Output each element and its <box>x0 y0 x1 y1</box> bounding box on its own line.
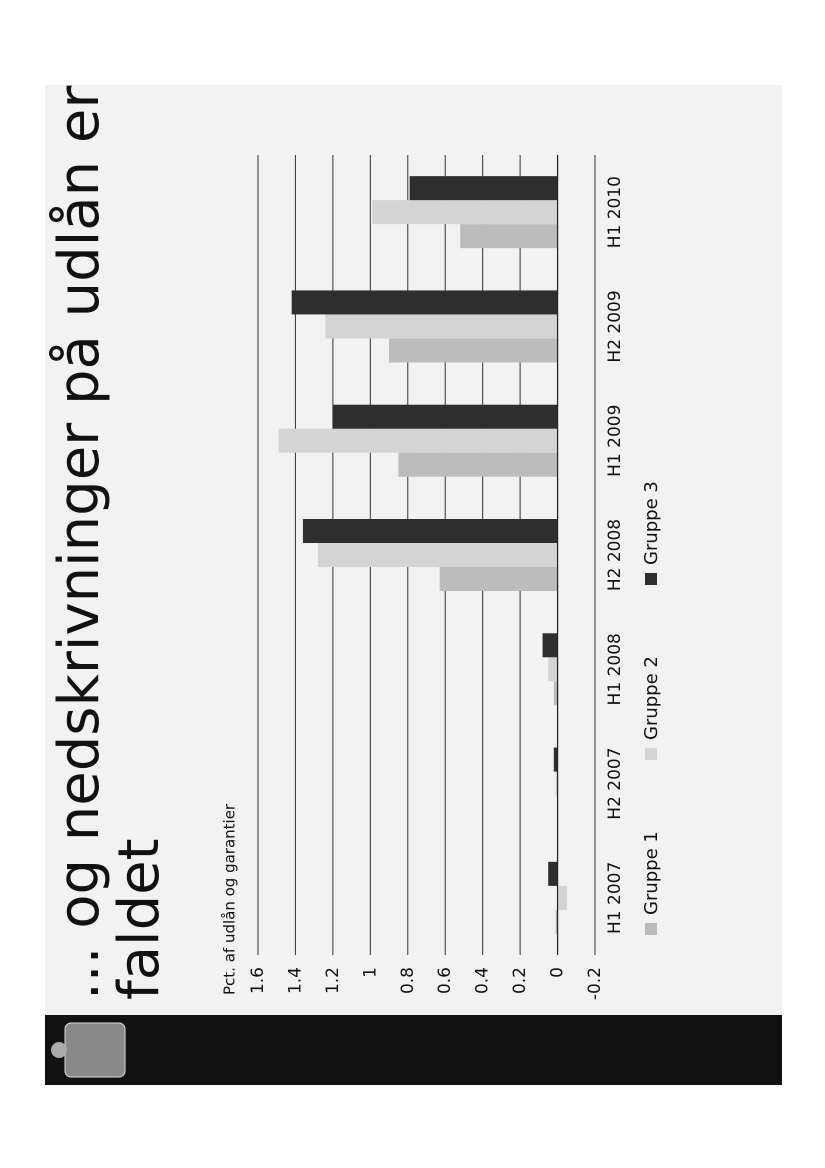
x-tick-label: H2 2009 <box>605 290 625 362</box>
logo-crown <box>51 1042 67 1058</box>
bar <box>439 567 558 591</box>
y-tick-label: 0.8 <box>398 967 418 994</box>
title-line-1: ... og nedskrivninger på udlån er <box>47 85 112 1000</box>
bar <box>302 519 558 543</box>
logo <box>51 1022 126 1078</box>
x-tick-label: H1 2009 <box>605 405 625 477</box>
bar <box>553 681 558 706</box>
y-tick-label: 1.4 <box>285 967 305 994</box>
bar <box>409 176 558 201</box>
legend-label: Gruppe 1 <box>641 831 662 915</box>
y-tick-label: 0.2 <box>510 967 530 994</box>
legend-swatch <box>645 923 657 935</box>
y-axis-title: Pct. af udlån og garantier <box>221 803 239 995</box>
y-tick-label: 0.4 <box>473 967 493 994</box>
y-tick-label: 1.2 <box>323 967 343 994</box>
x-tick-label: H2 2008 <box>605 519 625 591</box>
bar <box>389 338 558 363</box>
bar <box>317 543 558 567</box>
legend-swatch <box>645 573 657 585</box>
legend-label: Gruppe 3 <box>641 481 662 565</box>
bar <box>291 290 558 315</box>
slide-background <box>45 85 782 1085</box>
x-tick-label: H1 2010 <box>605 176 625 248</box>
x-tick-label: H1 2008 <box>605 633 625 705</box>
x-tick-label: H2 2007 <box>605 747 625 819</box>
y-tick-label: 1 <box>360 967 380 978</box>
bar <box>325 314 558 339</box>
slide: ... og nedskrivninger på udlån er faldet… <box>45 85 782 1085</box>
title-line-2: faldet <box>107 838 172 1000</box>
bar <box>548 657 558 682</box>
bar <box>332 404 558 429</box>
bar <box>372 200 558 225</box>
bar <box>548 861 558 886</box>
y-tick-label: 0.6 <box>435 967 455 994</box>
bar <box>557 885 567 910</box>
bar <box>542 633 558 658</box>
x-tick-label: H1 2007 <box>605 862 625 934</box>
legend-label: Gruppe 2 <box>641 656 662 740</box>
logo-shield <box>64 1022 126 1078</box>
legend-swatch <box>645 748 657 760</box>
dark-band <box>45 1015 782 1085</box>
bar <box>553 747 558 772</box>
bar <box>278 428 558 453</box>
y-tick-label: -0.2 <box>585 967 605 1000</box>
y-tick-label: 1.6 <box>248 967 268 994</box>
bar <box>398 452 558 477</box>
y-tick-label: 0 <box>548 967 568 978</box>
bar <box>460 224 558 249</box>
